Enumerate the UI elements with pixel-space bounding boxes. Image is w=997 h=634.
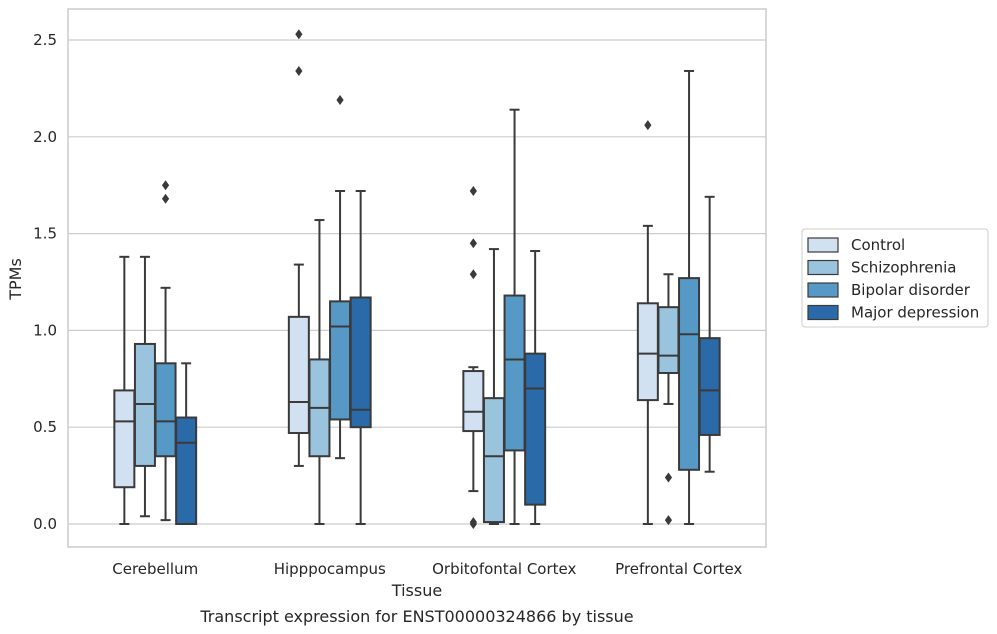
x-tick-label: Cerebellum: [112, 560, 198, 578]
box-iqr: [287, 315, 310, 435]
box-control: [287, 29, 310, 467]
box-schizophrenia: [482, 248, 505, 525]
x-axis-label: Tissue: [391, 581, 442, 600]
outlier-point: [664, 515, 673, 526]
y-tick-label: 0.5: [33, 418, 57, 436]
box-major-depression: [175, 362, 198, 525]
legend-swatch: [807, 237, 839, 253]
outlier-point: [336, 95, 344, 106]
box-schizophrenia: [657, 273, 680, 526]
outlier-point: [469, 238, 477, 249]
outlier-point: [644, 120, 652, 131]
box-bipolar-disorder: [503, 108, 526, 525]
outlier-point: [469, 517, 477, 528]
box-control: [462, 186, 485, 529]
legend-label: Bipolar disorder: [851, 281, 971, 299]
box-iqr: [524, 352, 547, 506]
outlier-point: [161, 180, 170, 191]
box-major-depression: [349, 190, 372, 525]
legend-items: Control Schizophrenia Bipolar disorder Majo…: [807, 236, 979, 322]
outlier-point: [469, 186, 477, 197]
legend-label: Schizophrenia: [851, 259, 956, 277]
outlier-point: [161, 193, 170, 204]
box-iqr: [349, 296, 372, 429]
boxes: [113, 29, 721, 529]
y-tick-label: 2.5: [33, 31, 57, 49]
box-iqr: [462, 370, 485, 433]
box-schizophrenia: [133, 255, 156, 518]
box-iqr: [698, 337, 721, 436]
x-tick-label: Hipppocampus: [274, 560, 386, 578]
box-iqr: [482, 397, 505, 524]
y-axis-label: TPMs: [6, 258, 25, 301]
box-iqr: [503, 294, 526, 452]
box-bipolar-disorder: [329, 95, 352, 460]
plot-area-frame: [67, 8, 767, 548]
box-iqr: [636, 302, 659, 402]
box-schizophrenia: [308, 219, 331, 525]
box-bipolar-disorder: [678, 69, 701, 525]
y-tick-label: 0.0: [33, 515, 57, 533]
box-control: [113, 255, 136, 525]
x-tick-labels: Cerebellum Hipppocampus Orbitofontal Corte…: [112, 560, 742, 578]
box-iqr: [113, 389, 136, 489]
outlier-point: [469, 269, 477, 280]
legend-swatch: [807, 259, 839, 276]
box-iqr: [657, 306, 680, 374]
legend-label: Control: [851, 236, 905, 254]
box-bipolar-disorder: [154, 180, 177, 522]
outlier-point: [295, 29, 303, 40]
x-tick-label: Prefrontal Cortex: [615, 560, 742, 578]
box-iqr: [329, 300, 352, 421]
outlier-point: [295, 65, 303, 76]
outlier-point: [664, 472, 673, 483]
box-iqr: [154, 362, 177, 458]
y-tick-labels: 0.0 0.5 1.0 1.5 2.0 2.5: [33, 31, 57, 533]
box-iqr: [175, 416, 198, 525]
legend-frame: [801, 228, 989, 328]
box-major-depression: [698, 195, 721, 473]
legend-label: Major depression: [851, 304, 979, 322]
y-tick-label: 1.5: [33, 225, 57, 243]
legend-swatch: [807, 304, 839, 321]
chart-caption: Transcript expression for ENST0000032486…: [199, 607, 633, 626]
box-iqr: [678, 277, 701, 471]
y-tick-label: 1.0: [33, 321, 57, 339]
y-tick-label: 2.0: [33, 128, 57, 146]
legend: Control Schizophrenia Bipolar disorder Majo…: [801, 228, 989, 328]
box-major-depression: [524, 250, 547, 525]
box-control: [636, 120, 659, 525]
legend-swatch: [807, 282, 839, 298]
x-tick-label: Orbitofontal Cortex: [432, 560, 576, 578]
